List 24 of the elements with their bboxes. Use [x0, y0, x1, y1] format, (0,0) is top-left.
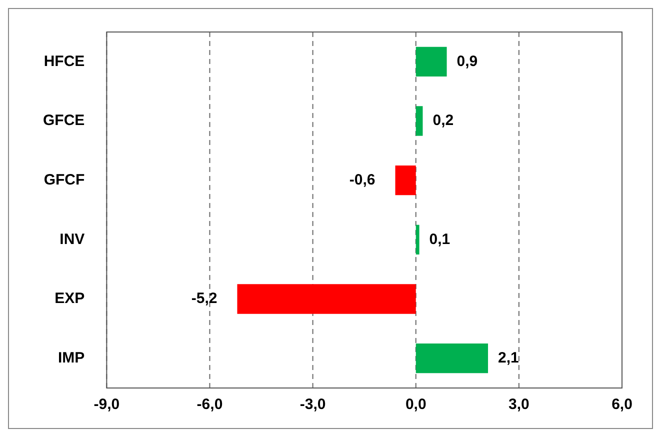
y-tick-label: HFCE [44, 52, 85, 70]
y-tick-label: INV [60, 230, 85, 248]
data-label: 2,1 [498, 349, 519, 366]
data-label: 0,2 [432, 112, 454, 130]
data-label: -0,6 [349, 171, 376, 188]
x-tick-label: 3,0 [508, 396, 530, 414]
data-label: 0,1 [429, 230, 450, 248]
bar [416, 344, 488, 374]
bar [416, 224, 420, 254]
y-tick-label: GFCF [44, 171, 85, 188]
x-tick-label: 0,0 [405, 396, 426, 414]
x-tick-label: -6,0 [196, 396, 223, 414]
y-tick-label: IMP [58, 349, 85, 366]
bar [237, 284, 416, 314]
data-label: 0,9 [456, 52, 478, 70]
x-tick-label: 6,0 [612, 396, 632, 414]
bar [395, 166, 416, 196]
y-tick-label: GFCE [42, 112, 85, 130]
x-tick-label: -3,0 [300, 396, 326, 414]
y-tick-label: EXP [54, 290, 85, 308]
bar [416, 46, 447, 76]
bar [416, 106, 423, 136]
data-label: -5,2 [191, 290, 218, 308]
x-tick-label: -9,0 [94, 396, 120, 414]
